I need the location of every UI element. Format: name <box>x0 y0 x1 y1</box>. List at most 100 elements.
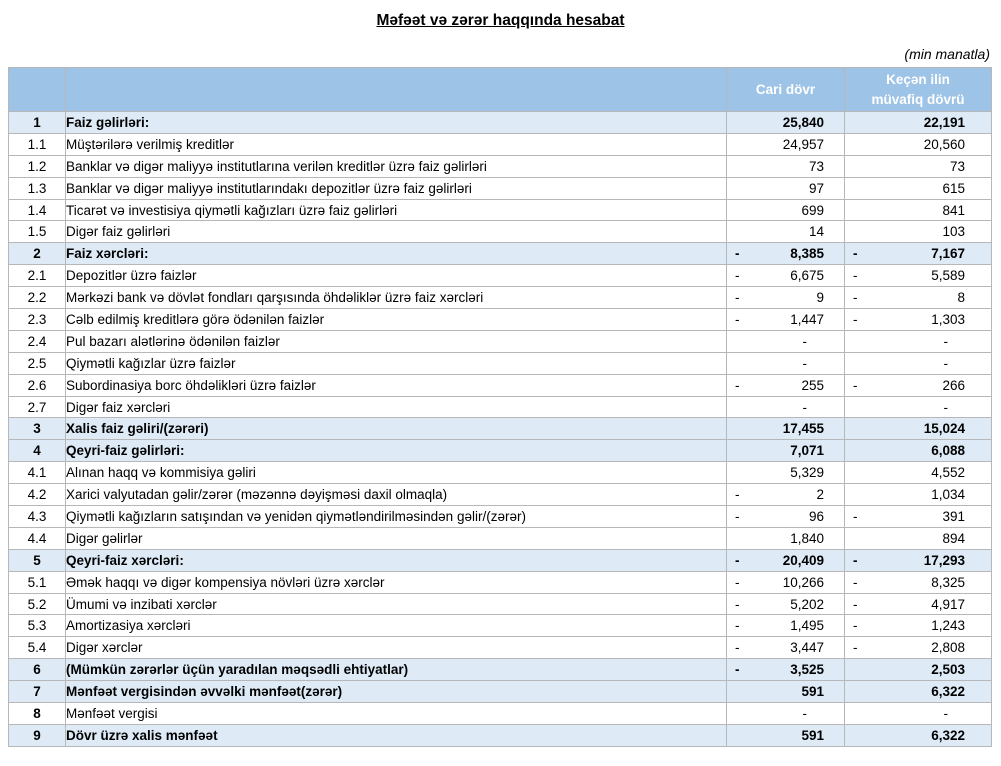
header-cell-current-period: Cari dövr <box>726 67 845 112</box>
cell-value: 15,024 <box>923 421 965 437</box>
cell-value: 20,560 <box>923 136 965 152</box>
previous-period-value: - 1,303 <box>844 308 992 331</box>
row-label: Xarici valyutadan gəlir/zərər (məzənnə d… <box>65 483 727 507</box>
current-period-value: 7,071 <box>726 439 845 463</box>
row-label: Faiz gəlirləri: <box>65 111 727 134</box>
cell-value: 73 <box>808 158 824 174</box>
current-period-value: 1,840 <box>726 526 845 550</box>
table-row: 5 Qeyri-faiz xərcləri: -20,409-17,293 <box>8 548 992 572</box>
table-row: 9 Dövr üzrə xalis mənfəət 591 6,322 <box>8 723 992 747</box>
row-label: Digər xərclər <box>65 636 727 660</box>
minus-sign: - <box>853 246 858 262</box>
table-row: 1.4 Ticarət və investisiya qiymətli kağız… <box>8 198 992 222</box>
table-row: 8 Mənfəət vergisi - - <box>8 702 992 725</box>
minus-sign: - <box>735 618 740 634</box>
minus-sign: - <box>853 552 858 568</box>
row-label: Cəlb edilmiş kreditlərə görə ödənilən fa… <box>65 308 727 331</box>
table-row: 2.3 Cəlb edilmiş kreditlərə görə ödənilən… <box>8 308 992 331</box>
row-number: 7 <box>8 680 66 704</box>
previous-period-value: - 8,325 <box>844 570 992 594</box>
cell-value: 8 <box>957 290 965 306</box>
minus-sign: - <box>735 640 740 656</box>
current-period-value: - 6,675 <box>726 264 845 288</box>
row-number: 1.3 <box>8 176 66 200</box>
row-number: 5.3 <box>8 614 66 638</box>
minus-sign: - <box>735 246 740 262</box>
cell-value: 5,589 <box>931 268 965 284</box>
current-period-value: -9 <box>726 286 845 310</box>
current-period-value: - 1,495 <box>726 614 845 638</box>
cell-value: 24,957 <box>782 136 824 152</box>
row-label: Digər faiz xərcləri <box>65 395 727 419</box>
cell-value: - <box>802 355 808 371</box>
current-period-value: - <box>726 351 845 375</box>
table-row: 2.7 Digər faiz xərcləri - - <box>8 395 992 419</box>
cell-value: 6,088 <box>931 443 965 459</box>
current-period-value: - <box>726 329 845 353</box>
previous-period-value: -8 <box>844 286 992 310</box>
row-label: Mənfəət vergisindən əvvəlki mənfəət(zərə… <box>65 680 727 704</box>
cell-value: 14 <box>808 224 824 240</box>
cell-value: 1,447 <box>790 311 824 327</box>
row-number: 2.5 <box>8 351 66 375</box>
cell-value: 2,808 <box>931 640 965 656</box>
previous-period-value: 73 <box>844 154 992 178</box>
cell-value: 1,243 <box>931 618 965 634</box>
cell-value: 2,503 <box>931 662 965 678</box>
current-period-value: 699 <box>726 198 845 222</box>
current-period-value: -2 <box>726 483 845 507</box>
minus-sign: - <box>735 377 740 393</box>
cell-value: 6,675 <box>790 268 824 284</box>
row-number: 1.2 <box>8 154 66 178</box>
table-row: 1.1 Müştərilərə verilmiş kreditlər 24,957 2… <box>8 132 992 156</box>
table-row: 5.1 Əmək haqqı və digər kompensiya növlər… <box>8 570 992 594</box>
row-number: 6 <box>8 658 66 682</box>
minus-sign: - <box>735 290 740 306</box>
cell-value: - <box>802 399 808 415</box>
cell-value: 255 <box>801 377 824 393</box>
row-label: (Mümkün zərərlər üçün yaradılan məqsədli… <box>65 658 727 682</box>
cell-value: 1,495 <box>790 618 824 634</box>
row-number: 8 <box>8 702 66 725</box>
cell-value: 96 <box>808 508 824 524</box>
row-label: Digər gəlirlər <box>65 526 727 550</box>
cell-value: 1,034 <box>931 487 965 503</box>
table-row: 5.2 Ümumi və inzibati xərclər -5,202-4,917 <box>8 592 992 616</box>
row-label: Mənfəət vergisi <box>65 702 727 725</box>
minus-sign: - <box>735 311 740 327</box>
cell-value: - <box>802 705 808 721</box>
table-row: 2.6 Subordinasiya borc öhdəlikləri üzrə f… <box>8 373 992 397</box>
row-number: 3 <box>8 417 66 441</box>
row-label: Pul bazarı alətlərinə ödənilən faizlər <box>65 329 727 353</box>
previous-period-value: 894 <box>844 526 992 550</box>
cell-value: 9 <box>816 290 824 306</box>
cell-value: 8,385 <box>790 246 824 262</box>
cell-value: 6,322 <box>931 684 965 700</box>
row-label: Subordinasiya borc öhdəlikləri üzrə faiz… <box>65 373 727 397</box>
header-cell-number <box>8 67 66 112</box>
current-period-value: 17,455 <box>726 417 845 441</box>
minus-sign: - <box>853 268 858 284</box>
table-row: 5.4 Digər xərclər -3,447-2,808 <box>8 636 992 660</box>
current-period-value: - 3,525 <box>726 658 845 682</box>
previous-period-value: - 1,243 <box>844 614 992 638</box>
table-row: 2.4 Pul bazarı alətlərinə ödənilən faizlə… <box>8 329 992 353</box>
cell-value: 97 <box>808 180 824 196</box>
minus-sign: - <box>735 596 740 612</box>
current-period-value: 14 <box>726 220 845 244</box>
cell-value: 7,071 <box>790 443 824 459</box>
cell-value: - <box>943 705 949 721</box>
cell-value: 3,525 <box>790 662 824 678</box>
current-period-value: - 10,266 <box>726 570 845 594</box>
header-cell-description <box>65 67 727 112</box>
cell-value: 103 <box>942 224 965 240</box>
row-number: 4.3 <box>8 505 66 528</box>
minus-sign: - <box>735 552 740 568</box>
minus-sign: - <box>735 662 740 678</box>
row-number: 4.2 <box>8 483 66 507</box>
row-number: 1.4 <box>8 198 66 222</box>
table-row: 2.5 Qiymətli kağızlar üzrə faizlər - - <box>8 351 992 375</box>
table-row: 2 Faiz xərcləri: -8,385-7,167 <box>8 242 992 266</box>
table-row: 4.2 Xarici valyutadan gəlir/zərər (məzənn… <box>8 483 992 507</box>
row-label: Faiz xərcləri: <box>65 242 727 266</box>
